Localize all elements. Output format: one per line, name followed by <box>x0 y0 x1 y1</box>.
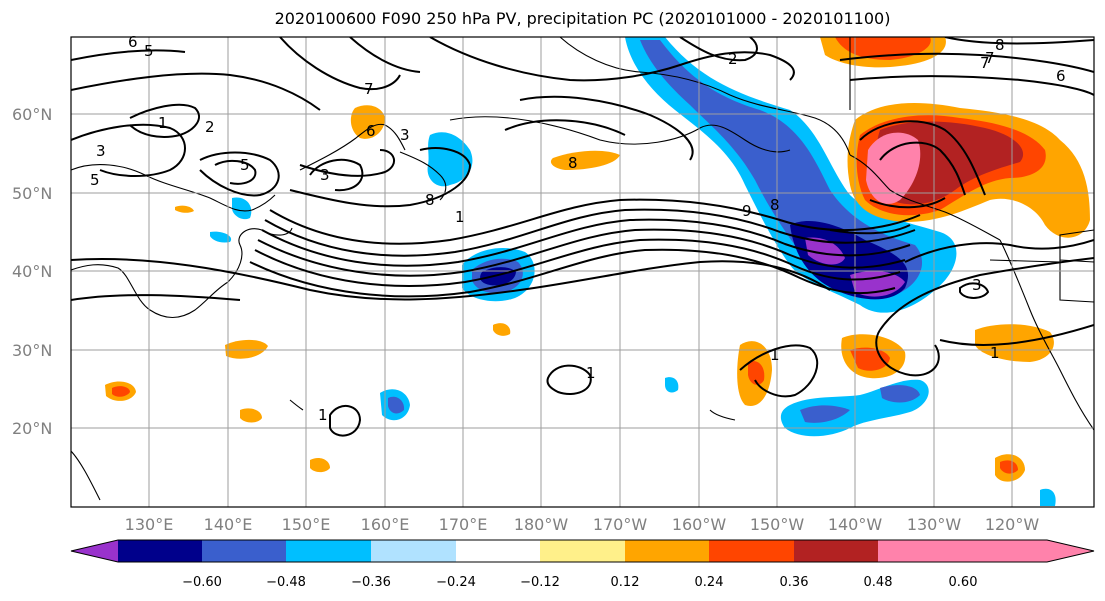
colorbar-extend-high <box>963 540 1094 562</box>
colorbar-outline <box>70 539 1095 563</box>
contour-label: 3 <box>96 142 106 160</box>
precip-fills <box>105 37 1090 506</box>
lon-label: 180°W <box>514 515 569 534</box>
colorbar-tick: 0.60 <box>949 575 978 590</box>
contour-label: 3 <box>972 276 982 294</box>
contour-label: 7 <box>364 80 374 98</box>
colorbar-tick: −0.48 <box>266 575 306 590</box>
colorbar-tick: 0.24 <box>695 575 724 590</box>
colorbar-segment <box>371 540 456 562</box>
contour-label: 7 <box>985 49 995 67</box>
lat-label: 30°N <box>12 341 52 360</box>
pv-contours <box>71 37 1094 437</box>
lat-label: 60°N <box>12 105 52 124</box>
colorbar-segment <box>709 540 794 562</box>
contour-label: 8 <box>995 36 1005 54</box>
lon-label: 140°E <box>204 515 253 534</box>
lon-labels: 130°E 140°E 150°E 160°E 170°E 180°W 170°… <box>125 515 1040 534</box>
colorbar-tick: −0.60 <box>182 575 222 590</box>
contour-label: 7 <box>980 54 990 72</box>
lat-label: 20°N <box>12 419 52 438</box>
lon-label: 160°E <box>361 515 410 534</box>
contour-label: 1 <box>455 208 465 226</box>
contour-label: 6 <box>128 33 138 51</box>
colorbar-tick: 0.12 <box>611 575 640 590</box>
contour-label: 8 <box>770 196 780 214</box>
lon-label: 170°E <box>439 515 488 534</box>
lon-label: 130°W <box>907 515 962 534</box>
contour-label: 6 <box>366 122 376 140</box>
contour-label: 3 <box>400 126 410 144</box>
colorbar-segment <box>286 540 371 562</box>
contour-label: 2 <box>205 118 215 136</box>
map-frame <box>70 36 1095 508</box>
colorbar-segment <box>878 540 963 562</box>
colorbar-ticks: −0.60 −0.48 −0.36 −0.24 −0.12 0.12 0.24 … <box>182 575 977 590</box>
lat-label: 50°N <box>12 184 52 203</box>
colorbar-segment <box>202 540 286 562</box>
contour-labels: 6 5 7 6 3 1 2 3 5 5 3 8 1 2 8 9 8 7 3 8 … <box>90 33 1066 424</box>
contour-label: 5 <box>240 156 250 174</box>
map-content <box>71 37 1094 507</box>
lon-label: 150°W <box>750 515 805 534</box>
lon-label: 170°W <box>593 515 648 534</box>
contour-label: 2 <box>728 50 738 68</box>
colorbar-segment <box>794 540 878 562</box>
lon-label: 120°W <box>985 515 1040 534</box>
contour-label: 1 <box>586 364 596 382</box>
colorbar-tick: 0.48 <box>864 575 893 590</box>
contour-label: 9 <box>742 202 752 220</box>
colorbar-tick: −0.36 <box>351 575 391 590</box>
contour-label: 5 <box>90 171 100 189</box>
contour-label: 6 <box>1056 67 1066 85</box>
colorbar-extend-low <box>71 540 118 562</box>
colorbar-segment <box>625 540 709 562</box>
colorbar-tick: −0.12 <box>520 575 560 590</box>
lon-label: 130°E <box>125 515 174 534</box>
lon-label: 140°W <box>828 515 883 534</box>
contour-label: 1 <box>158 114 168 132</box>
contour-label: 3 <box>320 166 330 184</box>
contour-label: 1 <box>318 406 328 424</box>
colorbar: −0.60 −0.48 −0.36 −0.24 −0.12 0.12 0.24 … <box>70 539 1095 590</box>
contour-label: 8 <box>568 154 578 172</box>
colorbar-segment <box>456 540 540 562</box>
contour-label: 1 <box>990 344 1000 362</box>
contour-label: 8 <box>425 191 435 209</box>
colorbar-tick: −0.24 <box>436 575 476 590</box>
lon-label: 150°E <box>282 515 331 534</box>
figure-title: 2020100600 F090 250 hPa PV, precipitatio… <box>274 9 891 28</box>
contour-label: 1 <box>770 346 780 364</box>
lat-label: 40°N <box>12 262 52 281</box>
colorbar-segment <box>540 540 625 562</box>
lat-labels: 60°N 50°N 40°N 30°N 20°N <box>12 105 52 438</box>
colorbar-segment <box>118 540 202 562</box>
contour-label: 5 <box>144 42 154 60</box>
lon-label: 160°W <box>672 515 727 534</box>
colorbar-tick: 0.36 <box>780 575 809 590</box>
